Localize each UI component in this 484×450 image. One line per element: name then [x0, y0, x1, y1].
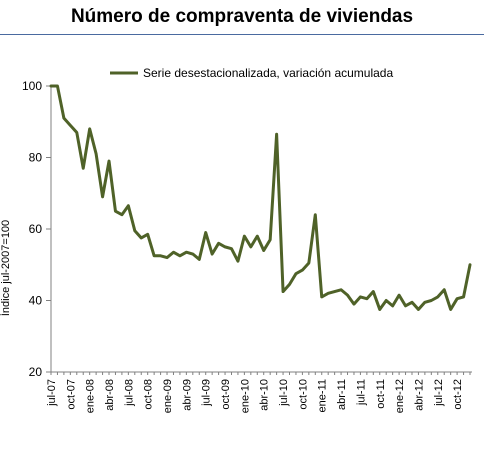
x-tick-label: jul-12 [433, 379, 445, 407]
legend: Serie desestacionalizada, variación acum… [110, 66, 393, 80]
y-tick-label: 20 [29, 365, 43, 379]
x-tick-label: jul-10 [278, 379, 290, 407]
x-tick-label: oct-08 [143, 379, 155, 410]
x-tick-label: oct-07 [65, 379, 77, 410]
y-tick-label: 60 [29, 222, 43, 236]
series-line [49, 84, 472, 311]
series-lines [49, 84, 472, 311]
x-tick-label: jul-09 [201, 379, 213, 407]
x-tick-label: oct-11 [375, 379, 387, 409]
chart-axes [50, 86, 472, 373]
y-tick-label: 80 [29, 151, 43, 165]
legend-label: Serie desestacionalizada, variación acum… [143, 66, 393, 80]
x-tick-label: ene-10 [239, 379, 251, 413]
x-tick-label: abr-10 [259, 379, 271, 411]
y-tick-label: 40 [29, 294, 43, 308]
x-tick-label: ene-12 [394, 379, 406, 413]
x-tick-label: ene-08 [85, 379, 97, 413]
y-axis-label: Índice jul-2007=100 [0, 220, 12, 316]
title-divider [0, 34, 484, 35]
x-tick-label: ene-11 [317, 379, 329, 412]
y-tick-label: 100 [22, 79, 42, 93]
x-tick-label: oct-12 [452, 379, 464, 410]
x-tick-label: ene-09 [162, 379, 174, 413]
x-tick-label: oct-10 [297, 379, 309, 410]
x-tick-label: abr-08 [104, 379, 116, 411]
x-tick-label: abr-12 [413, 379, 425, 411]
y-axis-ticks: 20 40 60 80 100 [22, 79, 51, 379]
x-tick-label: abr-11 [336, 379, 348, 410]
x-tick-label: jul-07 [46, 379, 58, 407]
x-axis-ticks: jul-07 oct-07 ene-08 abr-08 jul-08 oct-08 ene-… [46, 372, 471, 413]
chart-title: Número de compraventa de viviendas [70, 6, 414, 27]
x-tick-label: jul-08 [123, 379, 135, 407]
x-tick-label: oct-09 [220, 379, 232, 410]
x-tick-label: jul-11 [355, 379, 367, 406]
x-tick-label: abr-09 [181, 379, 193, 411]
